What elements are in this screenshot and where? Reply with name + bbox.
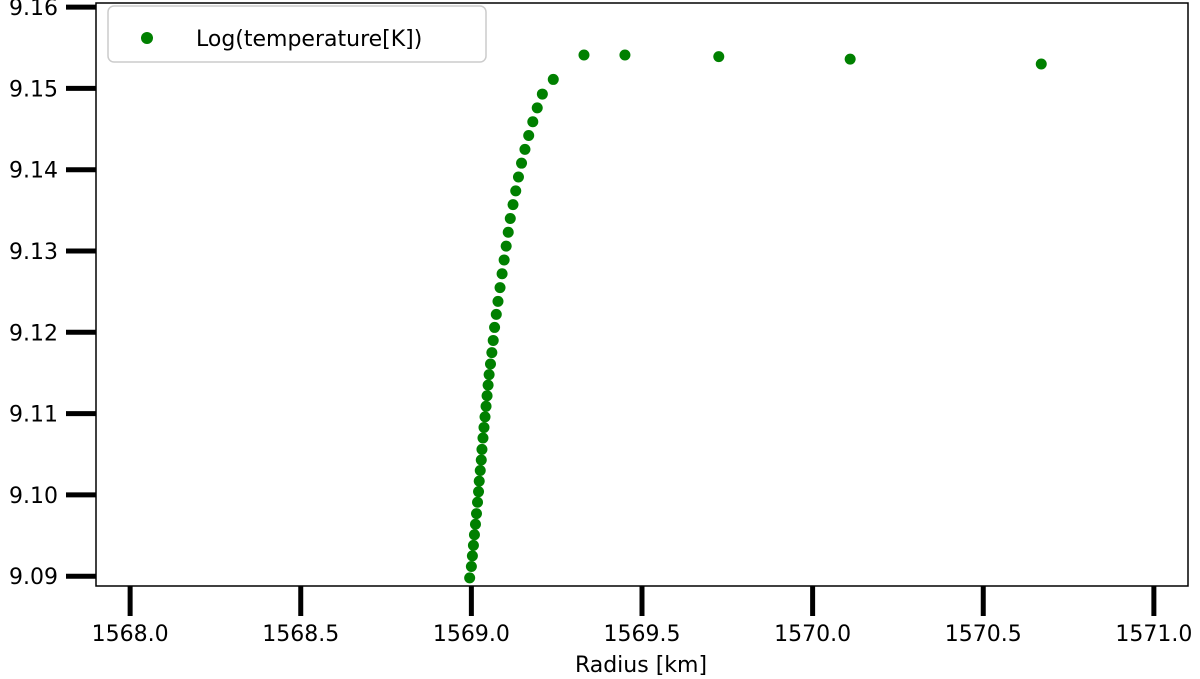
data-point bbox=[492, 295, 504, 307]
data-point bbox=[481, 390, 493, 402]
data-point bbox=[519, 143, 531, 155]
ticks-layer: 1568.0 1568.5 1569.0 1569.5 1570.0 1570.5 1571… bbox=[9, 0, 1192, 647]
y-tick-label: 9.16 bbox=[9, 0, 58, 21]
data-point bbox=[484, 358, 496, 370]
x-tick-label: 1568.0 bbox=[92, 622, 169, 647]
data-point bbox=[516, 157, 528, 169]
data-point bbox=[536, 88, 548, 100]
data-point bbox=[489, 321, 501, 333]
legend-box bbox=[107, 5, 487, 63]
data-point bbox=[523, 130, 535, 142]
x-tick-label: 1568.5 bbox=[262, 622, 339, 647]
legend: Log(temperature[K]) bbox=[107, 5, 487, 63]
x-tick-label: 1570.0 bbox=[774, 622, 851, 647]
plot-frame bbox=[95, 2, 1189, 587]
data-point bbox=[500, 240, 512, 252]
x-tick-label: 1569.0 bbox=[433, 622, 510, 647]
x-tick-label: 1571.0 bbox=[1115, 622, 1192, 647]
data-point bbox=[531, 102, 543, 114]
data-point bbox=[1035, 58, 1047, 70]
data-point bbox=[844, 53, 856, 65]
data-point bbox=[490, 308, 502, 320]
data-point bbox=[470, 508, 482, 520]
data-point bbox=[619, 49, 631, 61]
data-point bbox=[527, 116, 539, 128]
data-point bbox=[473, 475, 485, 487]
data-point bbox=[504, 212, 516, 224]
x-tick-label: 1570.5 bbox=[945, 622, 1022, 647]
data-point bbox=[474, 465, 486, 477]
data-point bbox=[477, 432, 489, 444]
data-point bbox=[480, 400, 492, 412]
y-tick-label: 9.10 bbox=[9, 484, 58, 509]
y-tick-label: 9.15 bbox=[9, 77, 58, 102]
data-point bbox=[473, 486, 485, 498]
y-tick-label: 9.14 bbox=[9, 159, 58, 184]
data-point bbox=[469, 518, 481, 530]
data-point bbox=[507, 199, 519, 211]
data-point bbox=[482, 379, 494, 391]
data-point bbox=[502, 226, 514, 238]
data-point bbox=[468, 529, 480, 541]
data-point bbox=[464, 572, 476, 584]
x-axis-title: Radius [km] bbox=[575, 653, 707, 678]
data-point bbox=[483, 369, 495, 381]
data-point bbox=[487, 334, 499, 346]
data-point bbox=[467, 539, 479, 551]
data-point bbox=[479, 411, 491, 423]
data-point bbox=[494, 282, 506, 294]
legend-marker bbox=[141, 32, 153, 44]
data-point bbox=[476, 443, 488, 455]
data-point bbox=[486, 347, 498, 359]
data-point bbox=[496, 268, 508, 280]
data-point bbox=[547, 73, 559, 85]
y-tick-label: 9.12 bbox=[9, 321, 58, 346]
data-point bbox=[498, 254, 510, 266]
data-point bbox=[713, 51, 725, 63]
data-point bbox=[478, 421, 490, 433]
data-point bbox=[578, 49, 590, 61]
data-point bbox=[472, 496, 484, 508]
data-point bbox=[465, 560, 477, 572]
data-point bbox=[512, 171, 524, 183]
x-tick-label: 1569.5 bbox=[604, 622, 681, 647]
data-point bbox=[510, 185, 522, 197]
data-point bbox=[466, 550, 478, 562]
points-layer bbox=[464, 49, 1047, 584]
y-tick-label: 9.13 bbox=[9, 240, 58, 265]
legend-label: Log(temperature[K]) bbox=[196, 27, 422, 52]
data-point bbox=[475, 454, 487, 466]
y-tick-label: 9.11 bbox=[9, 403, 58, 428]
y-tick-label: 9.09 bbox=[9, 565, 58, 590]
